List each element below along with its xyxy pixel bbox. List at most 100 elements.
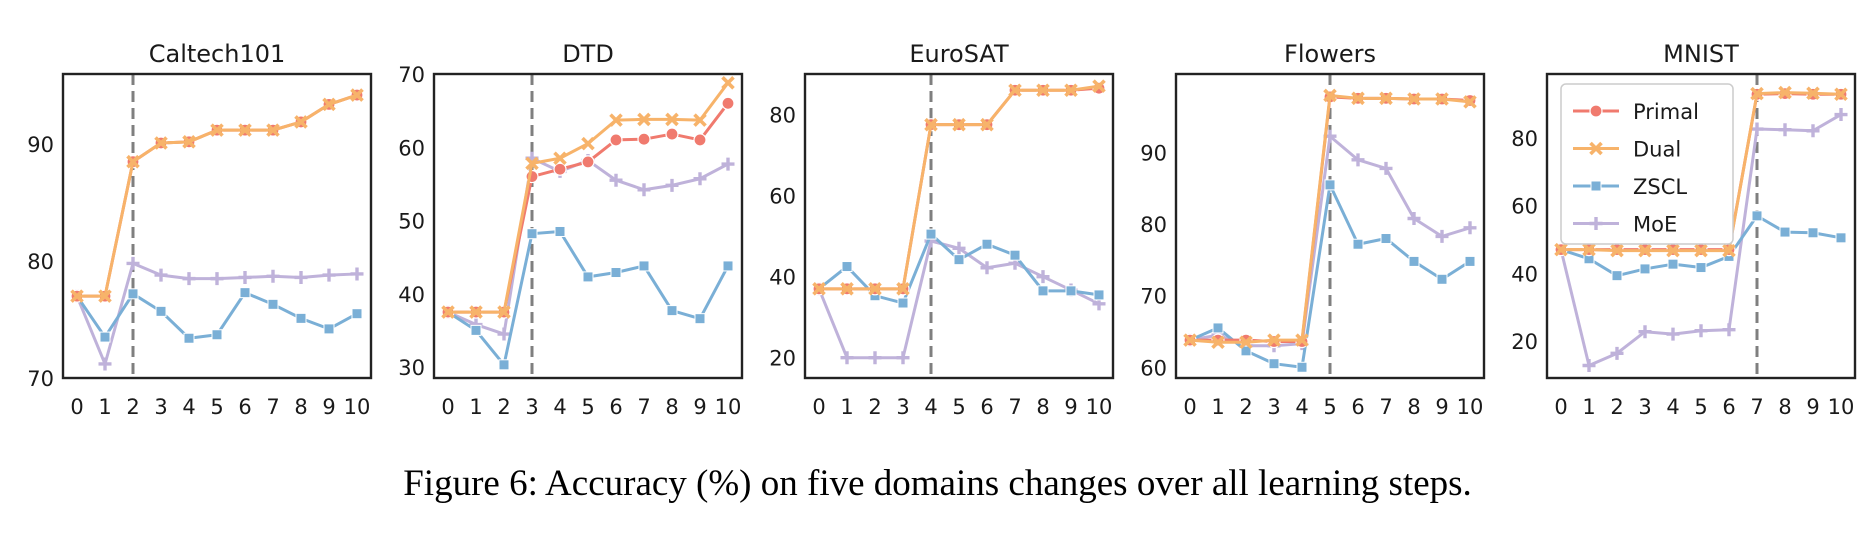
plot-frame	[432, 72, 744, 380]
series-dual	[812, 79, 1106, 296]
data-point-dual-x1	[840, 282, 854, 296]
data-point-zscl-x7	[267, 298, 279, 310]
chart-panel-flowers: Flowers 60 70 80 90 0 1 2 3 4 5 6 7 8 9 10	[1140, 40, 1486, 419]
x-tick-label-6: 6	[238, 395, 251, 419]
data-point-moe-x5	[210, 272, 224, 286]
data-point-dual-x7	[1379, 91, 1393, 106]
data-point-dual-x2	[868, 282, 882, 296]
data-point-dual-x10	[721, 76, 735, 90]
data-point-zscl-x1	[470, 324, 482, 336]
x-tick-label-0: 0	[441, 395, 454, 419]
series-moe	[70, 256, 364, 371]
data-point-primal-x5	[581, 155, 595, 169]
y-tick-label-90: 90	[1140, 142, 1167, 166]
x-tick-label-4: 4	[924, 395, 937, 419]
data-point-dual-x6	[980, 117, 994, 132]
data-point-zscl-x2	[127, 288, 139, 300]
x-tick-label-3: 3	[1638, 395, 1651, 419]
x-tick-label-9: 9	[693, 395, 706, 419]
x-tick-label-7: 7	[637, 395, 650, 419]
data-point-zscl-x4	[554, 225, 566, 237]
data-point-dual-x0	[1183, 333, 1197, 347]
data-point-zscl-x9	[323, 323, 335, 335]
chart-title: DTD	[562, 40, 614, 68]
data-point-zscl-x5	[211, 329, 223, 341]
data-point-dual-x4	[924, 117, 938, 132]
x-tick-label-2: 2	[1239, 395, 1252, 419]
y-tick-label-40: 40	[1511, 262, 1538, 286]
series-zscl	[442, 225, 734, 371]
data-point-moe-x5	[952, 241, 966, 255]
data-point-zscl-x9	[1436, 273, 1448, 285]
x-tick-label-8: 8	[1778, 395, 1791, 419]
x-tick-label-10: 10	[1828, 395, 1855, 419]
data-point-dual-x10	[1092, 79, 1106, 93]
series-zscl	[71, 287, 363, 344]
data-point-dual-x0	[70, 289, 84, 303]
y-tick-label-80: 80	[27, 250, 54, 274]
x-tick-label-6: 6	[1351, 395, 1364, 419]
data-point-zscl-x9	[694, 313, 706, 325]
data-point-moe-x7	[1750, 122, 1764, 136]
data-point-zscl-x1	[841, 261, 853, 273]
data-point-dual-x6	[609, 113, 623, 127]
data-point-zscl-x8	[295, 312, 307, 324]
data-point-zscl-x7	[1751, 210, 1763, 222]
data-point-zscl-x3	[1268, 358, 1280, 370]
data-point-moe-x9	[1435, 229, 1449, 243]
legend-label-dual: Dual	[1633, 138, 1681, 162]
data-point-moe-x8	[1778, 123, 1792, 137]
chart-panel-dtd: DTD 30 40 50 60 70 0 1 2 3 4 5 6 7 8 9 10	[398, 40, 744, 419]
y-tick-label-60: 60	[1140, 356, 1167, 380]
data-point-zscl-x9	[1807, 227, 1819, 239]
data-point-moe-x8	[1036, 270, 1050, 284]
data-point-moe-x10	[1463, 221, 1477, 235]
data-point-zscl-x4	[925, 228, 937, 240]
data-point-dual-x10	[350, 88, 364, 102]
data-point-zscl-x2	[498, 359, 510, 371]
data-point-zscl-x3	[526, 228, 538, 240]
series-line-zscl	[447, 229, 730, 367]
chart-title: Caltech101	[149, 40, 286, 68]
data-point-moe-x6	[1351, 153, 1365, 167]
series-dual	[441, 76, 735, 319]
x-tick-label-4: 4	[182, 395, 195, 419]
data-point-dual-x8	[1778, 85, 1792, 100]
data-point-zscl-x8	[1408, 255, 1420, 267]
data-point-moe-x6	[980, 261, 994, 275]
x-tick-label-2: 2	[497, 395, 510, 419]
data-point-dual-x7	[1750, 86, 1764, 101]
data-point-moe-x9	[1806, 124, 1820, 138]
legend-marker-moe	[1589, 217, 1603, 230]
y-tick-label-60: 60	[769, 185, 796, 209]
data-point-moe-x1	[840, 351, 854, 365]
data-point-moe-x3	[1638, 325, 1652, 339]
data-point-moe-x1	[98, 357, 112, 371]
x-tick-label-1: 1	[469, 395, 482, 419]
x-tick-label-0: 0	[812, 395, 825, 419]
data-point-zscl-x5	[1324, 179, 1336, 191]
y-tick-label-40: 40	[398, 283, 425, 307]
data-point-moe-x9	[322, 268, 336, 282]
x-tick-label-7: 7	[1379, 395, 1392, 419]
data-point-moe-x5	[1694, 324, 1708, 338]
y-tick-label-90: 90	[27, 133, 54, 157]
data-point-dual-x3	[525, 156, 539, 171]
y-tick-label-70: 70	[1140, 285, 1167, 309]
plot-frame	[1545, 72, 1857, 380]
data-point-dual-x4	[1666, 243, 1680, 258]
plot-frame	[1174, 72, 1486, 380]
x-tick-label-4: 4	[1295, 395, 1308, 419]
data-point-moe-x4	[1666, 327, 1680, 341]
x-tick-label-2: 2	[126, 395, 139, 419]
x-tick-label-8: 8	[665, 395, 678, 419]
legend-marker-zscl	[1590, 180, 1602, 192]
data-point-zscl-x6	[610, 267, 622, 279]
data-point-moe-x10	[721, 157, 735, 171]
legend-label-zscl: ZSCL	[1633, 175, 1687, 199]
x-tick-label-0: 0	[70, 395, 83, 419]
chart-panel-mnist: MNIST 20 40 60 80 0 1 2 3 4 5 6 7 8 9 10 Primal Dual ZSCL M…	[1511, 40, 1857, 419]
data-point-dual-x0	[441, 305, 455, 319]
y-tick-label-80: 80	[1140, 213, 1167, 237]
data-point-zscl-x4	[1296, 361, 1308, 373]
